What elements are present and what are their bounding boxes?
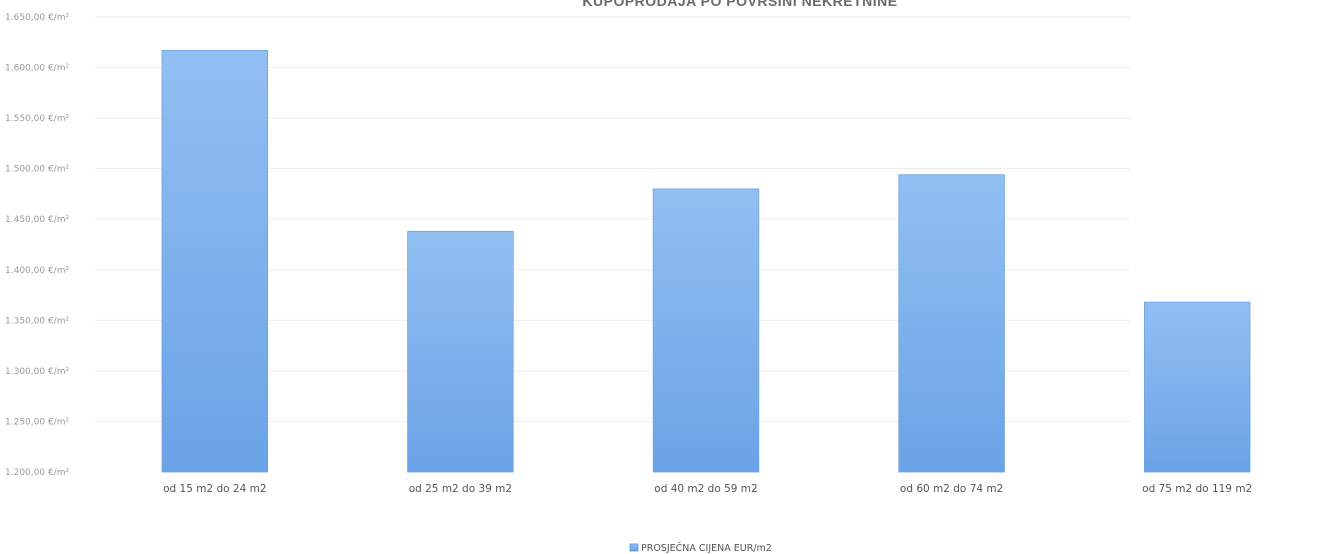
category-label: od 40 m2 do 59 m2 <box>654 483 757 495</box>
bar <box>1143 301 1251 473</box>
y-tick-label: 1.350,00 €/m² <box>5 316 69 326</box>
y-tick-label: 1.250,00 €/m² <box>5 417 69 427</box>
bar <box>407 230 514 473</box>
legend-swatch <box>629 543 639 552</box>
y-tick-label: 1.200,00 €/m² <box>5 468 69 478</box>
category-label: od 15 m2 do 24 m2 <box>163 483 266 495</box>
category-label: od 25 m2 do 39 m2 <box>409 483 512 495</box>
y-tick-label: 1.600,00 €/m² <box>5 64 69 74</box>
y-tick-label: 1.500,00 €/m² <box>5 165 69 175</box>
chart-title: KUPOPRODAJA PO POVRŠINI NEKRETNINE <box>582 0 897 9</box>
bar <box>161 49 269 473</box>
legend: PROSJEČNA CIJENA EUR/m2 <box>629 542 772 554</box>
bars <box>161 49 1251 473</box>
y-tick-label: 1.300,00 €/m² <box>5 367 69 377</box>
x-axis-categories: od 15 m2 do 24 m2 od 25 m2 do 39 m2 od 40 … <box>163 483 1252 495</box>
category-label: od 75 m2 do 119 m2 <box>1142 483 1252 495</box>
y-axis-ticks: 1.200,00 €/m² 1.250,00 €/m² 1.300,00 €/m² 1… <box>5 13 69 478</box>
y-tick-label: 1.400,00 €/m² <box>5 266 69 276</box>
bar <box>898 174 1005 473</box>
legend-label: PROSJEČNA CIJENA EUR/m2 <box>641 542 772 554</box>
y-tick-label: 1.550,00 €/m² <box>5 114 69 124</box>
y-tick-label: 1.450,00 €/m² <box>5 215 69 225</box>
y-tick-label: 1.650,00 €/m² <box>5 13 69 23</box>
bar <box>652 188 760 473</box>
category-label: od 60 m2 do 74 m2 <box>900 483 1003 495</box>
